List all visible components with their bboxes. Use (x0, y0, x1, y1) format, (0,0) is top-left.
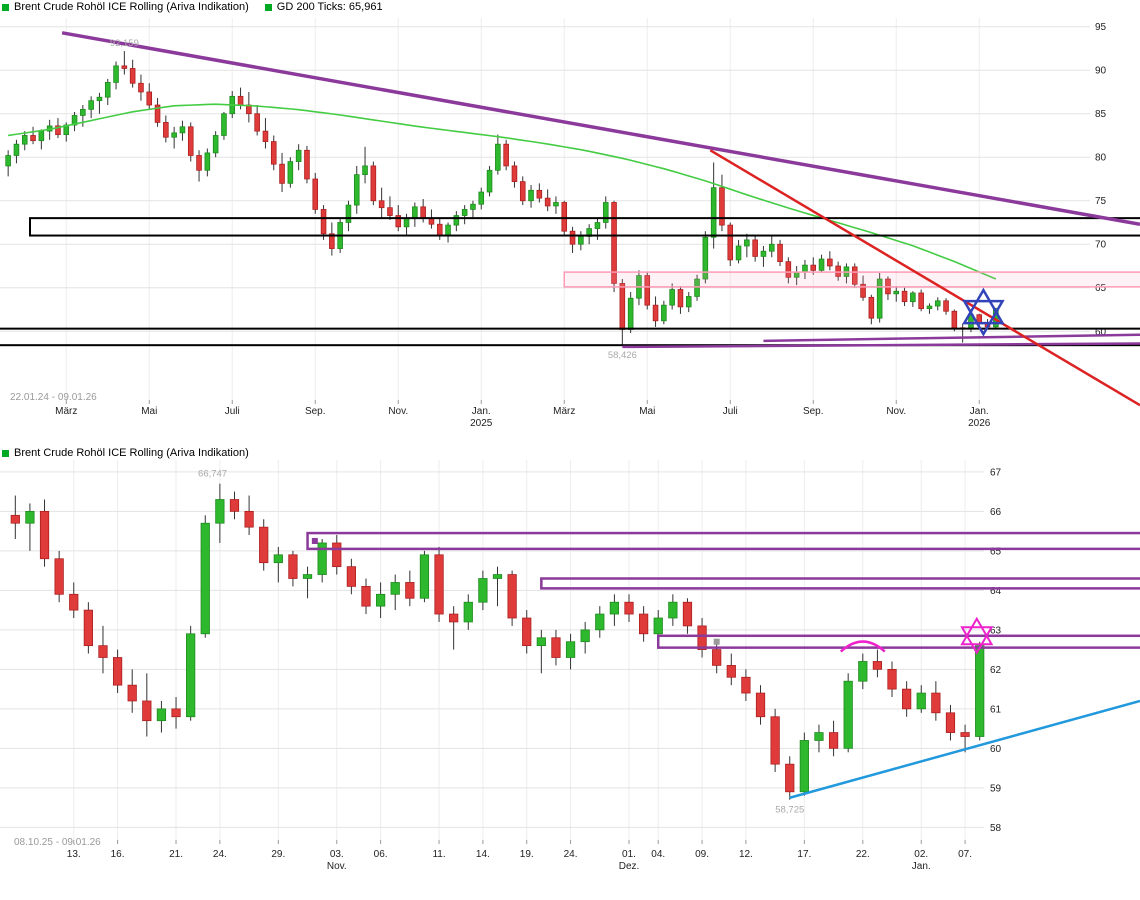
x-axis-sublabel: Dez. (619, 861, 640, 872)
x-axis-label: Juli (723, 406, 738, 417)
high-price-label: 66,747 (198, 469, 227, 480)
x-axis-label: 24. (213, 849, 227, 860)
x-axis-label: 07. (958, 849, 972, 860)
y-axis-label: 66 (990, 507, 1002, 518)
y-axis-label: 85 (1095, 109, 1107, 120)
x-axis-label: Jan. (472, 406, 491, 417)
x-axis-label: März (55, 406, 77, 417)
bottom-date-range: 08.10.25 - 09.01.26 (14, 837, 101, 848)
bottom-chart: 67 66 65 64 63 62 61 60 59 58 13. 16. 21. 24. 29. 03.No… (0, 460, 1140, 872)
price-channel[interactable] (29, 217, 1140, 237)
trendline[interactable] (622, 342, 1140, 349)
x-axis-label: Sep. (305, 406, 326, 417)
y-axis-label: 60 (990, 744, 1002, 755)
price-channel[interactable] (656, 634, 1140, 649)
y-axis-label: 63 (990, 625, 1002, 636)
x-axis-label: Jan. (970, 406, 989, 417)
price-band[interactable] (563, 271, 1140, 288)
price-labels: 92,159 58,426 (110, 38, 637, 361)
grid: 95 90 85 80 75 70 65 60 (0, 18, 1107, 400)
x-axis-label: Mai (639, 406, 655, 417)
x-axis-label: März (553, 406, 575, 417)
x-axis-label: 12. (739, 849, 753, 860)
candles (5, 51, 999, 346)
x-axis-sublabel: Nov. (327, 861, 347, 872)
gd200-label: GD 200 Ticks: 65,961 (276, 1, 383, 13)
y-axis-label: 61 (990, 704, 1002, 715)
y-axis-label: 62 (990, 665, 1002, 676)
x-axis-label: 16. (111, 849, 125, 860)
low-price-label: 58,725 (775, 805, 804, 816)
x-axis-label: 11. (432, 849, 445, 860)
x-axis-label: 13. (67, 849, 81, 860)
low-price-label: 58,426 (608, 350, 637, 361)
trendline[interactable] (709, 149, 1140, 407)
x-axis-label: 09. (695, 849, 709, 860)
y-axis-label: 95 (1095, 22, 1107, 33)
x-axis-sublabel: Jan. (912, 861, 931, 872)
series-swatch-icon (2, 3, 9, 11)
x-axis-label: 22. (856, 849, 870, 860)
price-channel[interactable] (0, 327, 1140, 347)
star-marker[interactable] (962, 287, 1005, 337)
drawing-handle[interactable] (713, 638, 720, 645)
top-date-range: 22.01.24 - 09.01.26 (10, 392, 97, 403)
grid: 67 66 65 64 63 62 61 60 59 58 (0, 460, 1002, 840)
price-channel[interactable] (540, 577, 1140, 590)
x-axis-label: 03. (330, 849, 344, 860)
arc-marker[interactable] (839, 640, 886, 653)
series-label: Brent Crude Rohöl ICE Rolling (Ariva Ind… (14, 1, 249, 13)
y-axis-label: 90 (1095, 66, 1107, 77)
x-axis-label: 04. (651, 849, 665, 860)
x-axis-label: 29. (271, 849, 285, 860)
x-axis-label: 24. (564, 849, 578, 860)
series-label: Brent Crude Rohöl ICE Rolling (Ariva Ind… (14, 447, 249, 459)
x-axis-label: 19. (520, 849, 534, 860)
x-axis-sublabel: 2025 (470, 418, 493, 429)
trendline[interactable] (763, 333, 1140, 343)
drawing-handle[interactable] (311, 537, 318, 544)
x-axis-label: Mai (141, 406, 157, 417)
x-axis-sublabel: 2026 (968, 418, 991, 429)
x-axis-label: 21. (169, 849, 183, 860)
x-axis-label: 06. (374, 849, 388, 860)
price-channel[interactable] (306, 531, 1140, 551)
x-axis-label: Nov. (388, 406, 408, 417)
x-axis: 13. 16. 21. 24. 29. 03.Nov. 06. 11. 14. 19. 24. 01.… (67, 840, 972, 872)
high-price-label: 92,159 (110, 38, 139, 49)
overlays (306, 531, 1140, 799)
y-axis-label: 59 (990, 783, 1002, 794)
price-labels: 66,747 58,725 (198, 469, 804, 816)
x-axis-label: Sep. (803, 406, 824, 417)
trendline[interactable] (789, 699, 1140, 799)
x-axis-label: 14. (476, 849, 490, 860)
gd200-line (8, 103, 997, 280)
x-axis-label: 02. (914, 849, 928, 860)
x-axis-label: 17. (797, 849, 811, 860)
trendline[interactable] (61, 31, 1140, 226)
x-axis-label: Juli (225, 406, 240, 417)
y-axis-label: 75 (1095, 196, 1107, 207)
x-axis-label: 01. (622, 849, 636, 860)
y-axis-label: 80 (1095, 153, 1107, 164)
x-axis-label: Nov. (886, 406, 906, 417)
y-axis-label: 70 (1095, 240, 1107, 251)
top-chart-legend: Brent Crude Rohöl ICE Rolling (Ariva Ind… (2, 1, 383, 13)
y-axis-label: 60 (1095, 327, 1107, 338)
y-axis-label: 64 (990, 586, 1002, 597)
gd200-swatch-icon (264, 3, 272, 11)
y-axis-label: 67 (990, 467, 1002, 478)
star-marker[interactable] (960, 616, 994, 655)
y-axis-label: 65 (1095, 283, 1107, 294)
overlays (0, 31, 1140, 407)
y-axis-label: 65 (990, 546, 1002, 557)
candles (10, 483, 985, 800)
bottom-chart-legend: Brent Crude Rohöl ICE Rolling (Ariva Ind… (2, 447, 249, 459)
y-axis-label: 58 (990, 823, 1002, 834)
series-swatch-icon (2, 449, 9, 457)
